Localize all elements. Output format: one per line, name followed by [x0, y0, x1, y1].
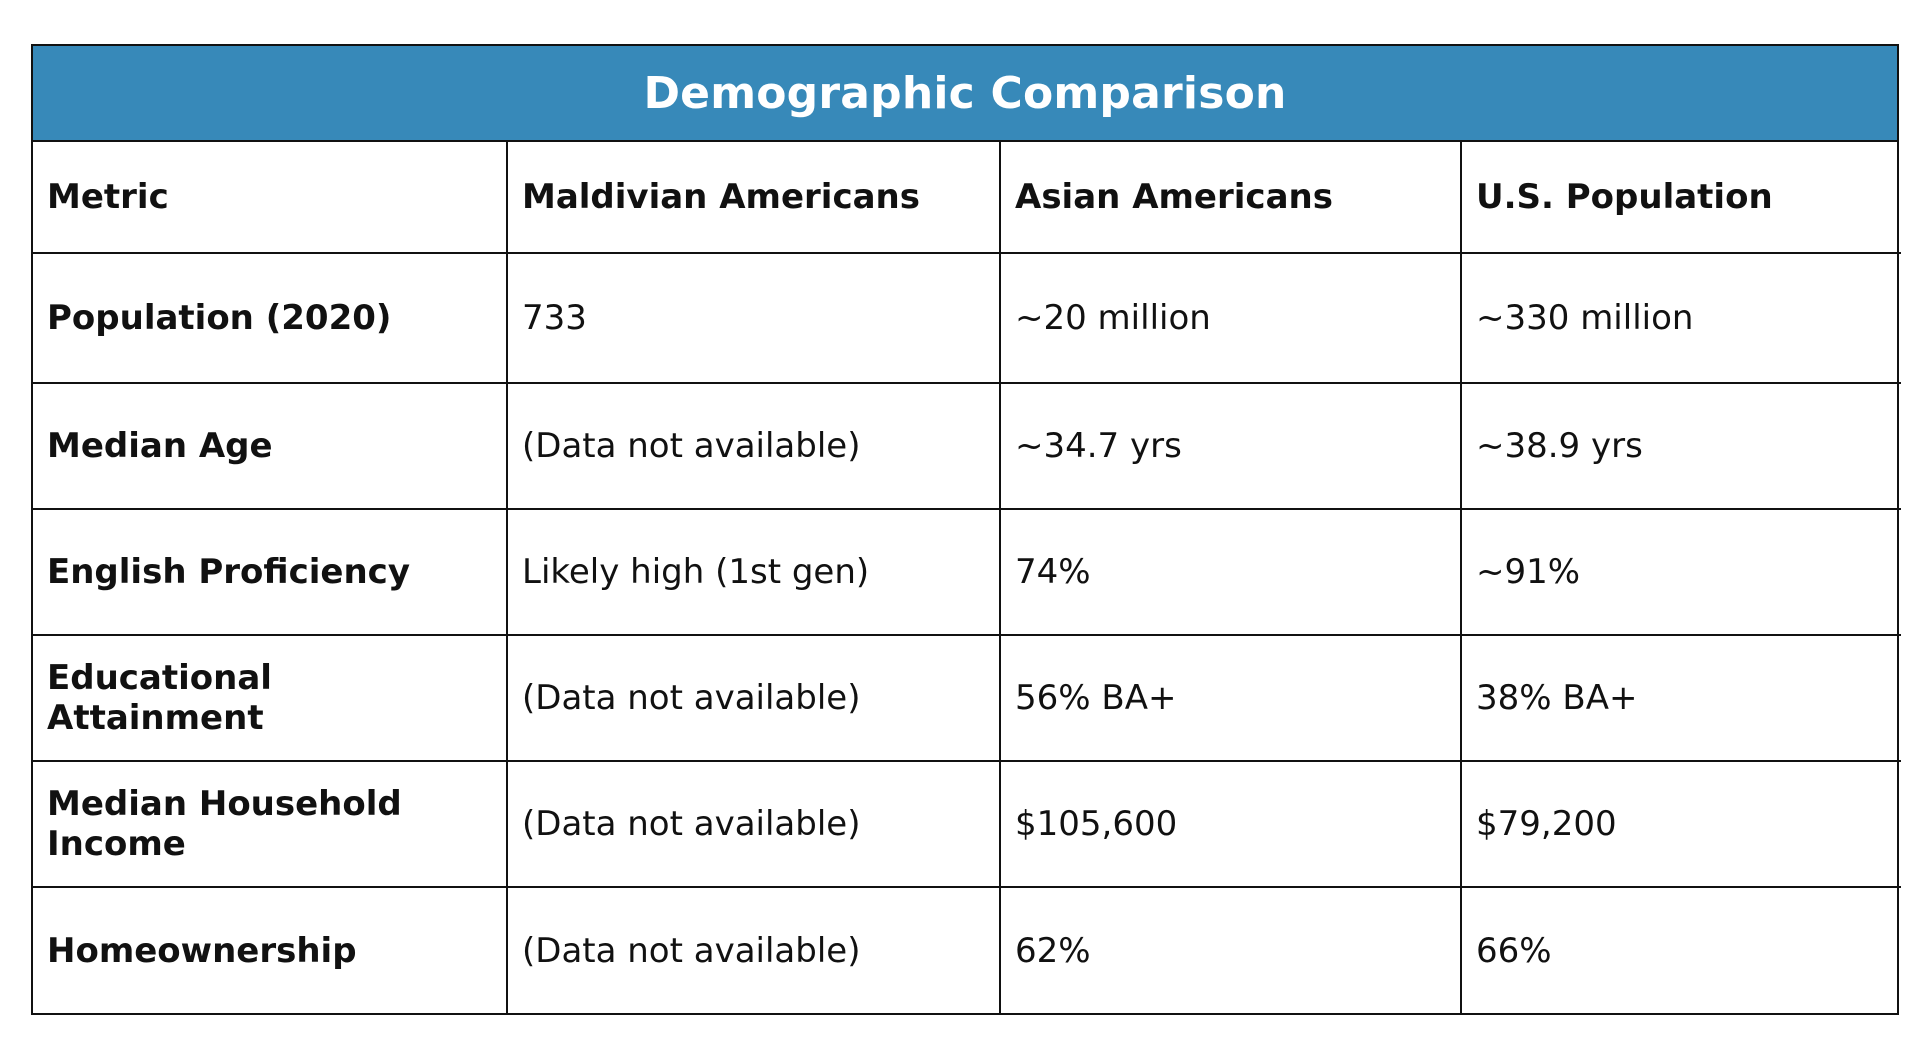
- value-cell: Likely high (1st gen): [507, 509, 1001, 636]
- metric-cell: Median Age: [33, 383, 508, 510]
- value-cell: 62%: [1000, 887, 1462, 1013]
- value-cell: 56% BA+: [1000, 635, 1462, 762]
- value-cell: 38% BA+: [1461, 635, 1901, 762]
- column-header-asian-americans: Asian Americans: [1000, 142, 1462, 254]
- value-cell: 74%: [1000, 509, 1462, 636]
- value-cell: ~91%: [1461, 509, 1901, 636]
- comparison-table: Metric Maldivian Americans Asian America…: [33, 142, 1901, 1013]
- value-cell: (Data not available): [507, 635, 1001, 762]
- table-row: Educational Attainment (Data not availab…: [33, 635, 1901, 762]
- value-cell: ~38.9 yrs: [1461, 383, 1901, 510]
- table-title: Demographic Comparison: [643, 67, 1287, 119]
- value-cell: 733: [507, 253, 1001, 384]
- column-header-maldivian-americans: Maldivian Americans: [507, 142, 1001, 254]
- metric-cell: Population (2020): [33, 253, 508, 384]
- table-row: Median Household Income (Data not availa…: [33, 761, 1901, 888]
- table-row: English Proficiency Likely high (1st gen…: [33, 509, 1901, 636]
- table-row: Median Age (Data not available) ~34.7 yr…: [33, 383, 1901, 510]
- metric-cell: Educational Attainment: [33, 635, 508, 762]
- value-cell: $105,600: [1000, 761, 1462, 888]
- value-cell: (Data not available): [507, 383, 1001, 510]
- value-cell: ~34.7 yrs: [1000, 383, 1462, 510]
- column-header-metric: Metric: [33, 142, 508, 254]
- value-cell: 66%: [1476, 930, 1552, 971]
- value-cell: (Data not available): [507, 761, 1001, 888]
- header-row: Metric Maldivian Americans Asian America…: [33, 142, 1901, 254]
- table-title-bar: Demographic Comparison: [33, 46, 1897, 142]
- table-row: Homeownership (Data not available) 62% 6…: [33, 887, 1901, 1013]
- table-row: Population (2020) 733 ~20 million ~330 m…: [33, 253, 1901, 384]
- metric-cell: Median Household Income: [33, 761, 508, 888]
- value-cell: ~20 million: [1000, 253, 1462, 384]
- column-header-us-population: U.S. Population: [1461, 142, 1901, 254]
- value-cell: $79,200: [1461, 761, 1901, 888]
- value-cell: (Data not available): [507, 887, 1001, 1013]
- value-cell: ~330 million: [1461, 253, 1901, 384]
- metric-cell: Homeownership: [33, 887, 508, 1013]
- demographic-table: Demographic Comparison Metric Maldivian …: [31, 44, 1901, 1015]
- metric-cell: English Proficiency: [33, 509, 508, 636]
